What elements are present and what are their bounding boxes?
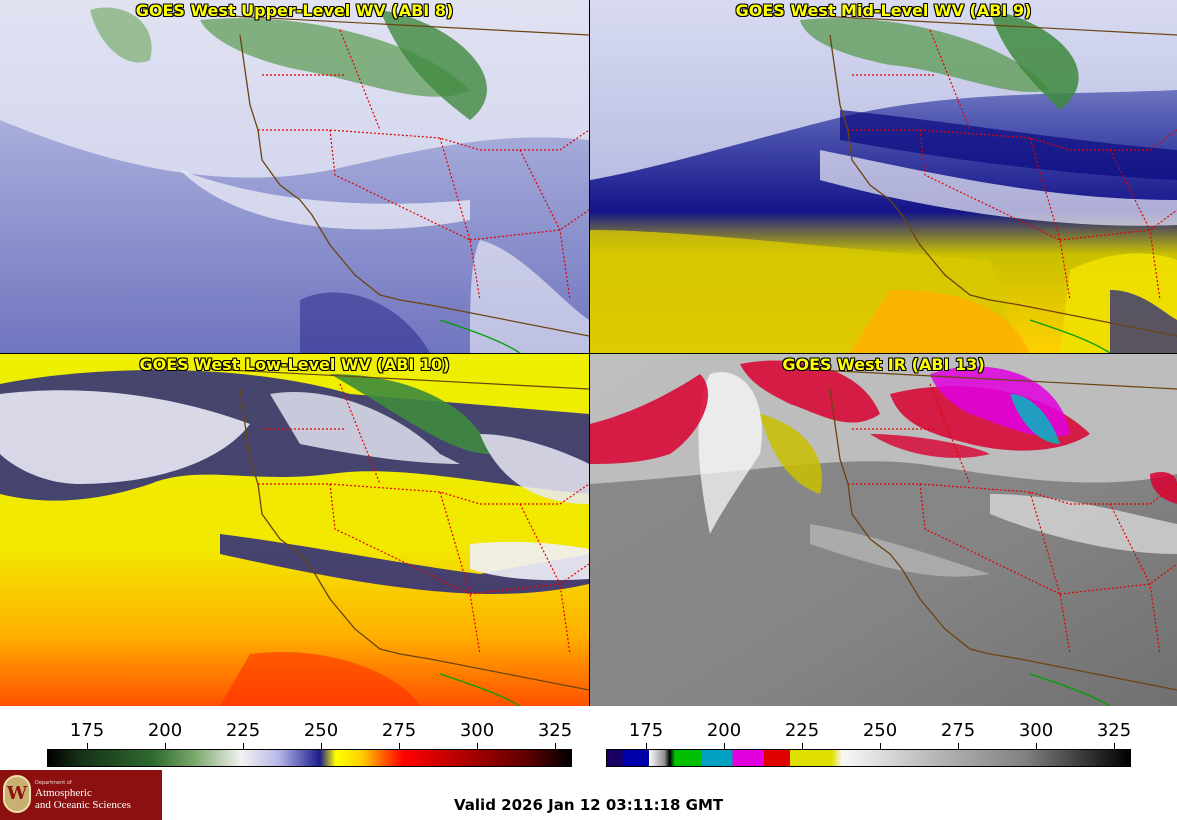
- panel-low-level-wv: GOES West Low-Level WV (ABI 10): [0, 354, 589, 706]
- ir-color-scale: 175 200 225 250 275 300 325: [590, 706, 1177, 770]
- panel-mid-level-wv: GOES West Mid-Level WV (ABI 9): [590, 0, 1177, 353]
- scale-tick-label: 300: [1018, 720, 1054, 741]
- scale-tick-mark: [646, 743, 647, 749]
- scale-tick-label: 275: [381, 720, 417, 741]
- scale-tick-mark: [399, 743, 400, 749]
- scale-tick-mark: [87, 743, 88, 749]
- scale-tick-mark: [958, 743, 959, 749]
- scale-tick-label: 300: [459, 720, 495, 741]
- scale-tick-label: 225: [225, 720, 261, 741]
- ir-image: [590, 354, 1177, 706]
- ir-color-bar: [606, 749, 1131, 767]
- scale-tick-label: 325: [537, 720, 573, 741]
- scale-tick-mark: [880, 743, 881, 749]
- scale-tick-mark: [802, 743, 803, 749]
- panel-ir: GOES West IR (ABI 13): [590, 354, 1177, 706]
- scale-tick-mark: [724, 743, 725, 749]
- uw-seal-icon: W: [3, 775, 31, 813]
- scale-tick-mark: [243, 743, 244, 749]
- scale-tick-label: 250: [303, 720, 339, 741]
- scale-tick-label: 200: [706, 720, 742, 741]
- panel-title: GOES West IR (ABI 13): [782, 355, 985, 374]
- scale-tick-mark: [477, 743, 478, 749]
- wv-color-scale: 175 200 225 250 275 300 325: [0, 706, 589, 770]
- scale-tick-mark: [1036, 743, 1037, 749]
- scale-tick-label: 175: [69, 720, 105, 741]
- logo-line-2: and Oceanic Sciences: [35, 799, 131, 811]
- scale-tick-mark: [555, 743, 556, 749]
- scale-tick-label: 275: [940, 720, 976, 741]
- scale-tick-label: 325: [1096, 720, 1132, 741]
- scale-tick-label: 200: [147, 720, 183, 741]
- upper-level-wv-image: [0, 0, 589, 353]
- scale-tick-label: 175: [628, 720, 664, 741]
- low-level-wv-image: [0, 354, 589, 706]
- scale-tick-mark: [165, 743, 166, 749]
- panel-divider-horizontal: [0, 353, 1177, 354]
- scale-tick-label: 250: [862, 720, 898, 741]
- logo-dept-text: Department of: [35, 780, 72, 786]
- scale-tick-mark: [321, 743, 322, 749]
- panel-title: GOES West Mid-Level WV (ABI 9): [735, 1, 1032, 20]
- mid-level-wv-image: [590, 0, 1177, 353]
- scale-tick-mark: [1114, 743, 1115, 749]
- wv-color-bar: [47, 749, 572, 767]
- panel-title: GOES West Upper-Level WV (ABI 8): [135, 1, 454, 20]
- valid-time: Valid 2026 Jan 12 03:11:18 GMT: [454, 796, 724, 814]
- panel-upper-level-wv: GOES West Upper-Level WV (ABI 8): [0, 0, 589, 353]
- panel-title: GOES West Low-Level WV (ABI 10): [139, 355, 450, 374]
- logo-line-1: Atmospheric: [35, 787, 92, 799]
- uw-aos-logo: W Department of Atmospheric and Oceanic …: [0, 770, 162, 820]
- scale-tick-label: 225: [784, 720, 820, 741]
